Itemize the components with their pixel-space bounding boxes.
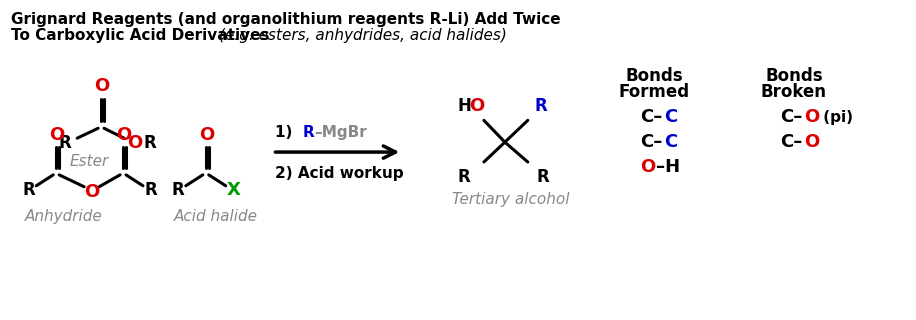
Text: Tertiary alcohol: Tertiary alcohol [452, 192, 570, 207]
Text: Acid halide: Acid halide [174, 209, 258, 224]
Text: R: R [171, 181, 184, 199]
Text: –MgBr: –MgBr [314, 125, 367, 140]
Text: O: O [116, 126, 132, 144]
Text: C–: C– [780, 108, 802, 126]
Text: –H: –H [657, 158, 681, 176]
Text: Broken: Broken [761, 83, 827, 100]
Text: R: R [144, 134, 157, 152]
Text: C–: C– [640, 108, 663, 126]
Text: R: R [59, 134, 71, 152]
Text: R: R [145, 181, 158, 199]
Text: H: H [457, 98, 471, 116]
Text: Bonds: Bonds [626, 67, 683, 85]
Text: Bonds: Bonds [765, 67, 823, 85]
Text: 1): 1) [275, 125, 302, 140]
Text: O: O [94, 77, 110, 95]
Text: O: O [804, 133, 819, 151]
Text: O: O [199, 126, 214, 144]
Text: To Carboxylic Acid Derivatives: To Carboxylic Acid Derivatives [11, 28, 275, 43]
Text: C–: C– [780, 133, 802, 151]
Text: O: O [127, 134, 143, 152]
Text: O: O [804, 108, 819, 126]
Text: C: C [664, 108, 678, 126]
Text: O: O [469, 98, 485, 116]
Text: 2) Acid workup: 2) Acid workup [275, 166, 403, 181]
Text: Ester: Ester [70, 155, 108, 170]
Text: C: C [664, 133, 678, 151]
Text: O: O [84, 183, 100, 201]
Text: R: R [537, 168, 549, 186]
Text: Grignard Reagents (and organolithium reagents R-Li) Add Twice: Grignard Reagents (and organolithium rea… [11, 12, 561, 27]
Text: R: R [458, 168, 470, 186]
Text: R: R [534, 98, 547, 116]
Text: X: X [227, 181, 241, 199]
Text: Formed: Formed [619, 83, 690, 100]
Text: O: O [640, 158, 656, 176]
Text: O: O [49, 126, 65, 144]
Text: (e.g. esters, anhydrides, acid halides): (e.g. esters, anhydrides, acid halides) [219, 28, 507, 43]
Text: R: R [23, 181, 36, 199]
Text: Anhydride: Anhydride [25, 209, 102, 224]
Text: C–: C– [640, 133, 663, 151]
Text: R: R [302, 125, 314, 140]
Text: (pi): (pi) [818, 110, 853, 125]
